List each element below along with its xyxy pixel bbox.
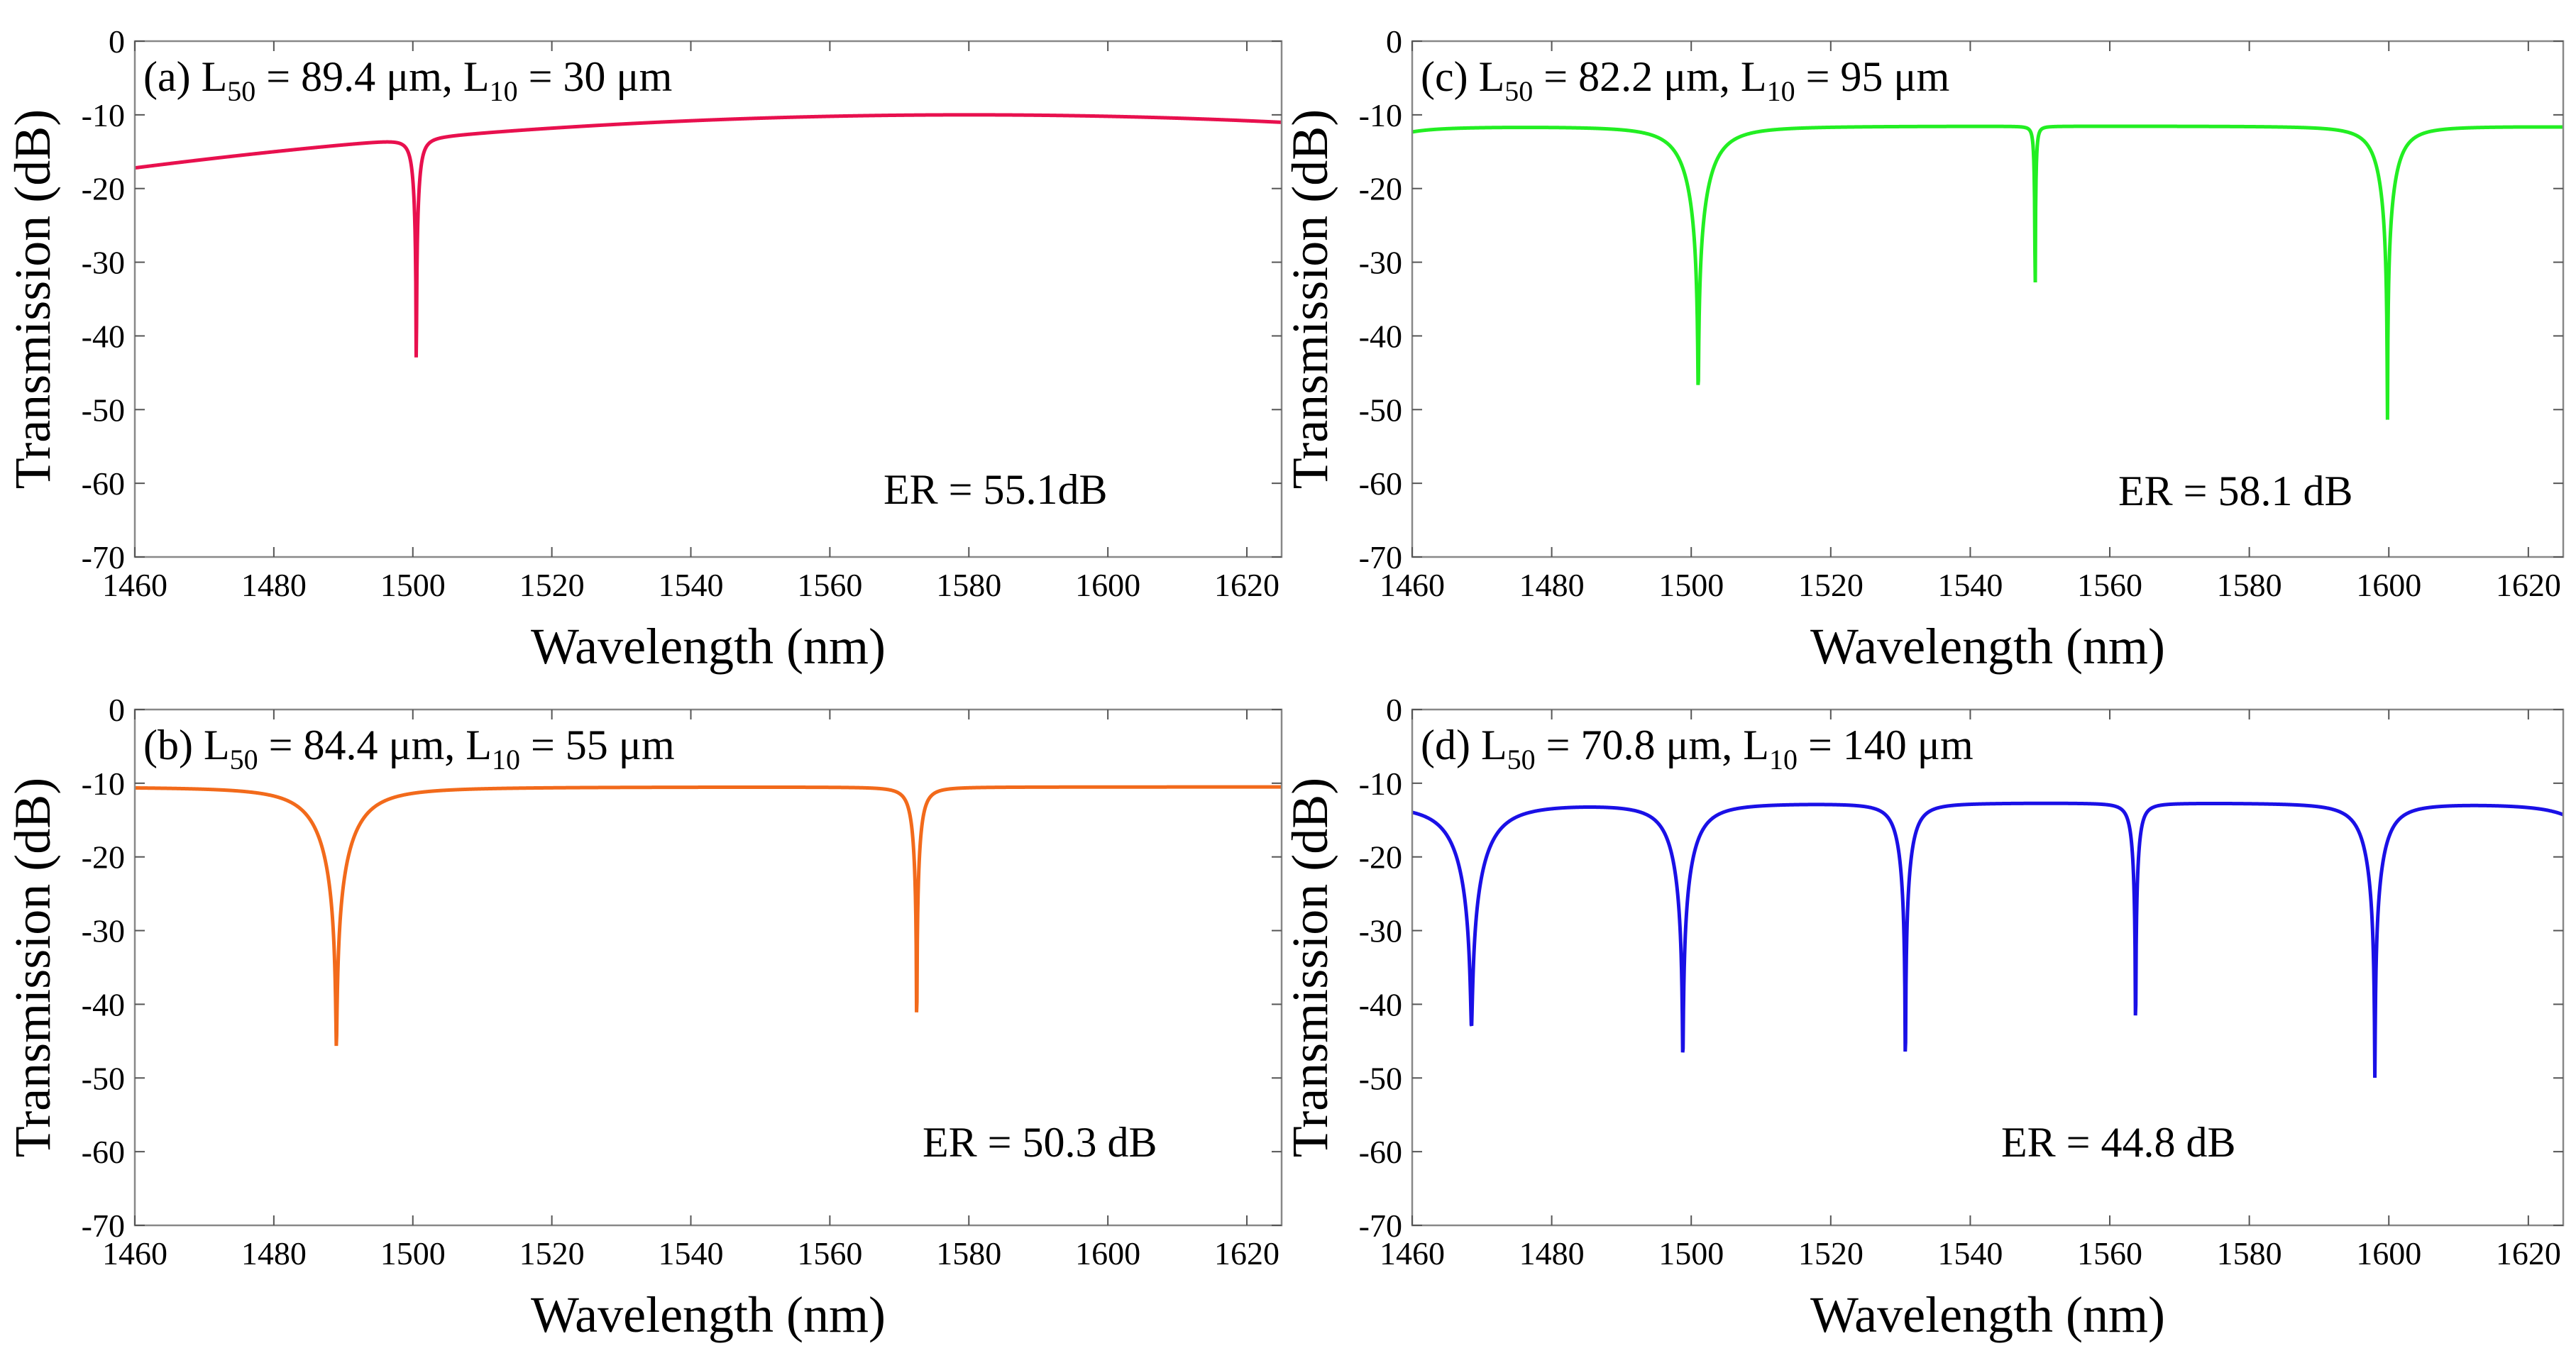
- y-axis-label: Transmission (dB): [1282, 778, 1338, 1157]
- x-tick-label: 1600: [1075, 567, 1140, 603]
- er-annotation: ER = 44.8 dB: [2001, 1119, 2236, 1166]
- x-tick-label: 1600: [2356, 567, 2421, 603]
- y-axis-label: Transmission (dB): [4, 778, 61, 1157]
- y-tick-label: -20: [82, 171, 125, 207]
- y-tick-label: 0: [1386, 23, 1402, 60]
- x-tick-label: 1460: [1380, 1235, 1445, 1271]
- x-tick-label: 1620: [2496, 1235, 2561, 1271]
- y-tick-label: -60: [1359, 1134, 1402, 1170]
- x-tick-label: 1620: [1214, 567, 1279, 603]
- x-tick-label: 1480: [241, 567, 307, 603]
- panel-c: 1460 1480 1500 1520 1540 1560 1580 1600 1620 0 -10…: [1282, 23, 2565, 675]
- x-tick-label: 1520: [519, 1235, 585, 1271]
- x-tick-label: 1580: [936, 567, 1001, 603]
- x-tick-label: 1520: [1798, 1235, 1864, 1271]
- y-tick-label: -10: [1359, 97, 1402, 133]
- y-tick-label: 0: [109, 692, 125, 728]
- x-tick-label: 1520: [1798, 567, 1864, 603]
- y-tick-label: -20: [82, 839, 125, 876]
- y-tick-label: -50: [1359, 392, 1402, 428]
- y-tick-label: -40: [1359, 318, 1402, 354]
- x-axis-label: Wavelength (nm): [1810, 1286, 2165, 1343]
- series-line: [135, 113, 1282, 358]
- y-tick-label: -30: [82, 913, 125, 949]
- panel-b: 1460 1480 1500 1520 1540 1560 1580 1600 1620 0 -10…: [4, 692, 1283, 1343]
- x-tick-label: 1460: [1380, 567, 1445, 603]
- x-tick-label: 1480: [241, 1235, 307, 1271]
- y-tick-label: -40: [82, 986, 125, 1022]
- y-tick-label: 0: [109, 23, 125, 60]
- er-annotation: ER = 55.1dB: [884, 466, 1108, 513]
- y-tick-label: -60: [82, 465, 125, 502]
- er-annotation: ER = 58.1 dB: [2118, 468, 2353, 514]
- x-tick-label: 1540: [659, 567, 724, 603]
- series-line: [1412, 801, 2563, 1078]
- x-tick-label: 1500: [380, 567, 446, 603]
- y-tick-label: 0: [1386, 692, 1402, 728]
- panel-title: (d) L50 = 70.8 μm, L10 = 140 μm: [1421, 722, 1974, 776]
- y-tick-label: -10: [82, 766, 125, 802]
- y-tick-label: -70: [82, 539, 125, 575]
- panel-title: (c) L50 = 82.2 μm, L10 = 95 μm: [1421, 53, 1949, 107]
- panel-title: (b) L50 = 84.4 μm, L10 = 55 μm: [143, 722, 675, 776]
- x-tick-label: 1500: [1658, 1235, 1724, 1271]
- x-tick-label: 1560: [2077, 1235, 2142, 1271]
- panel-d: 1460 1480 1500 1520 1540 1560 1580 1600 1620 0 -10…: [1282, 692, 2565, 1343]
- panel-a: 1460 1480 1500 1520 1540 1560 1580 1600 1620 0 -10…: [4, 23, 1283, 675]
- y-tick-label: -40: [82, 318, 125, 354]
- axes-frame: [133, 40, 1283, 558]
- y-tick-label: -50: [82, 392, 125, 428]
- x-tick-label: 1520: [519, 567, 585, 603]
- x-axis-label: Wavelength (nm): [1810, 618, 2165, 675]
- x-tick-label: 1540: [659, 1235, 724, 1271]
- series-line: [1412, 124, 2563, 420]
- y-tick-label: -20: [1359, 171, 1402, 207]
- y-axis-label: Transmission (dB): [1282, 109, 1338, 489]
- x-tick-label: 1500: [1658, 567, 1724, 603]
- y-tick-label: -20: [1359, 839, 1402, 876]
- er-annotation: ER = 50.3 dB: [923, 1119, 1157, 1166]
- x-tick-label: 1460: [102, 567, 167, 603]
- x-tick-label: 1600: [2356, 1235, 2421, 1271]
- x-tick-label: 1500: [380, 1235, 446, 1271]
- x-tick-label: 1540: [1937, 567, 2003, 603]
- x-tick-label: 1580: [936, 1235, 1001, 1271]
- y-tick-label: -50: [82, 1060, 125, 1096]
- x-tick-label: 1580: [2217, 567, 2282, 603]
- y-tick-label: -60: [1359, 465, 1402, 502]
- x-tick-label: 1560: [2077, 567, 2142, 603]
- x-tick-label: 1580: [2217, 1235, 2282, 1271]
- y-tick-label: -70: [82, 1208, 125, 1244]
- y-tick-label: -60: [82, 1134, 125, 1170]
- x-tick-label: 1480: [1519, 567, 1585, 603]
- x-tick-label: 1480: [1519, 1235, 1585, 1271]
- x-axis-label: Wavelength (nm): [531, 618, 886, 675]
- x-tick-label: 1620: [2496, 567, 2561, 603]
- series-line: [135, 785, 1282, 1047]
- x-axis-label: Wavelength (nm): [531, 1286, 886, 1343]
- axes-frame: [133, 708, 1283, 1227]
- y-tick-label: -10: [1359, 766, 1402, 802]
- x-tick-label: 1600: [1075, 1235, 1140, 1271]
- y-tick-label: -70: [1359, 539, 1402, 575]
- x-tick-label: 1460: [102, 1235, 167, 1271]
- y-tick-label: -30: [1359, 245, 1402, 281]
- y-tick-label: -30: [82, 245, 125, 281]
- y-axis-label: Transmission (dB): [4, 109, 61, 489]
- y-tick-label: -50: [1359, 1060, 1402, 1096]
- y-tick-label: -40: [1359, 986, 1402, 1022]
- axes-frame: [1411, 708, 2565, 1227]
- x-tick-label: 1560: [797, 567, 862, 603]
- y-tick-label: -70: [1359, 1208, 1402, 1244]
- x-tick-label: 1540: [1937, 1235, 2003, 1271]
- y-tick-label: -10: [82, 97, 125, 133]
- y-tick-label: -30: [1359, 913, 1402, 949]
- x-tick-label: 1620: [1214, 1235, 1279, 1271]
- panel-title: (a) L50 = 89.4 μm, L10 = 30 μm: [143, 53, 672, 107]
- x-tick-label: 1560: [797, 1235, 862, 1271]
- axes-frame: [1411, 40, 2565, 558]
